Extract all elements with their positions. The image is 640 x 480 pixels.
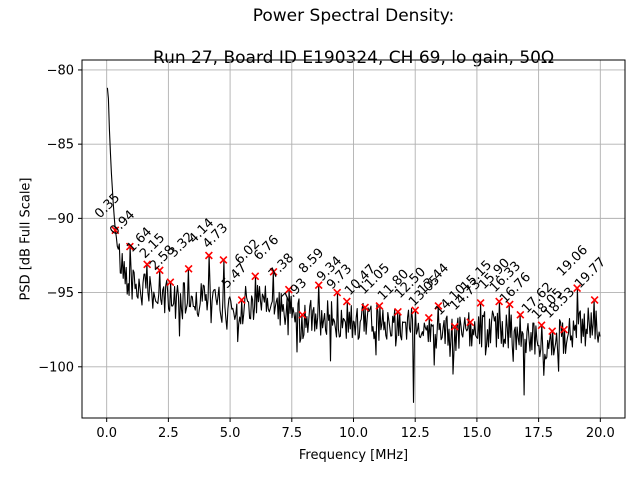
peak-marker: [219, 255, 228, 264]
peak-marker: [342, 297, 351, 306]
peak-marker: [237, 296, 246, 304]
grid-lines: [82, 60, 625, 418]
x-tick-label: 20.0: [586, 426, 615, 441]
axis-ticks: [78, 69, 601, 422]
tick-labels: 0.0 2.5 5.0 7.5 10.0 12.5 15.0 17.5 20.0 −80 −85 −9…: [38, 63, 615, 441]
chart-title-line2: Run 27, Board ID E190324, CH 69, lo gain…: [153, 48, 554, 68]
peak-marker: [375, 301, 384, 310]
peak-marker: [424, 313, 433, 322]
peak-marker: [166, 278, 175, 287]
x-tick-label: 17.5: [524, 426, 553, 441]
psd-trace: [106, 87, 601, 403]
peak-markers: [111, 226, 599, 336]
peak-marker: [333, 288, 342, 297]
peak-marker: [143, 260, 152, 269]
y-tick-label: −80: [47, 63, 74, 78]
peak-marker: [184, 264, 193, 273]
y-tick-label: −95: [47, 286, 74, 301]
peak-marker: [314, 281, 323, 290]
peak-marker: [548, 327, 557, 336]
psd-line: [106, 87, 601, 403]
peak-marker: [450, 322, 459, 331]
y-tick-label: −85: [47, 138, 74, 153]
y-tick-label: −100: [38, 360, 74, 375]
x-tick-label: 5.0: [220, 426, 241, 441]
peak-marker: [204, 251, 213, 260]
chart-title: Power Spectral Density: Run 27, Board ID…: [82, 6, 625, 69]
peak-marker: [411, 306, 420, 315]
x-tick-label: 0.0: [96, 426, 117, 441]
peak-marker: [298, 310, 307, 319]
x-tick-label: 7.5: [281, 426, 302, 441]
peak-marker: [573, 284, 582, 293]
peak-marker: [155, 266, 164, 275]
peak-marker: [361, 303, 370, 312]
peak-marker: [495, 297, 504, 306]
x-tick-label: 2.5: [158, 426, 179, 441]
peak-marker: [125, 242, 134, 251]
peak-marker: [251, 272, 260, 281]
x-tick-label: 15.0: [462, 426, 491, 441]
peak-marker: [466, 318, 475, 327]
peak-marker: [590, 296, 599, 304]
x-tick-label: 10.0: [339, 426, 368, 441]
peak-marker: [505, 300, 514, 309]
peak-marker: [284, 285, 293, 294]
x-tick-label: 12.5: [401, 426, 430, 441]
peak-marker: [393, 307, 402, 316]
peak-marker: [476, 299, 485, 307]
peak-marker: [560, 325, 569, 334]
peak-marker: [516, 310, 525, 319]
peak-marker: [537, 321, 546, 330]
peak-marker: [434, 301, 443, 310]
chart-title-line1: Power Spectral Density:: [252, 6, 455, 26]
peak-marker: [269, 267, 278, 276]
y-tick-label: −90: [47, 212, 74, 227]
x-axis-label: Frequency [MHz]: [298, 448, 409, 463]
peak-marker: [111, 226, 120, 235]
y-axis-label: PSD [dB Full Scale]: [18, 177, 34, 301]
